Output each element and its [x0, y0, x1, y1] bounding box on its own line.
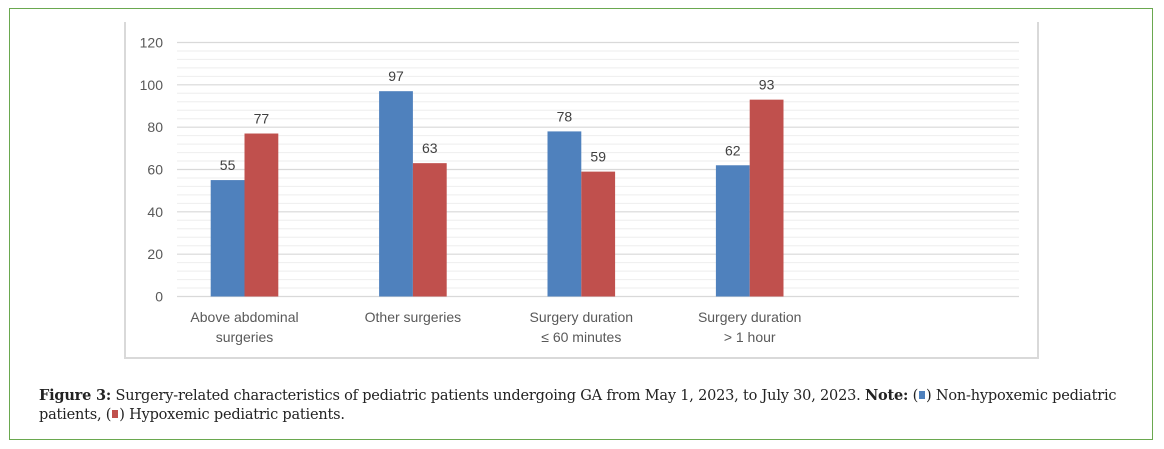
caption-paren: ( [908, 388, 919, 404]
bar-non-hypoxemic [547, 131, 582, 297]
data-label: 62 [725, 142, 741, 158]
bar-hypoxemic [581, 171, 616, 297]
bar-hypoxemic [749, 99, 784, 297]
y-tick-label: 120 [140, 35, 164, 51]
bar-non-hypoxemic [210, 180, 245, 297]
caption-text: Surgery-related characteristics of pedia… [111, 388, 865, 404]
y-tick-label: 60 [147, 162, 163, 178]
y-axis-ticks: 0 20 40 60 80 100 120 [140, 35, 164, 305]
x-tick-label: Surgery duration [530, 309, 634, 325]
bar-hypoxemic [412, 163, 447, 297]
y-tick-label: 0 [155, 289, 163, 305]
chart-frame [124, 22, 1039, 359]
figure-caption: Figure 3: Surgery-related characteristic… [39, 386, 1144, 425]
bar-non-hypoxemic [715, 165, 750, 297]
legend-swatch-hypoxemic [112, 410, 119, 418]
legend-text-hypoxemic: ) Hypoxemic pediatric patients. [119, 407, 345, 423]
data-label: 59 [590, 149, 606, 165]
data-label: 97 [388, 68, 404, 84]
data-labels: 55 77 97 63 78 59 62 93 [220, 68, 775, 173]
data-label: 93 [759, 77, 775, 93]
x-tick-label: Above abdominal [190, 309, 298, 325]
legend-text-non-hypoxemic: ) Non-hypoxemic pediatric patients, ( [39, 388, 1117, 423]
legend-swatch-non-hypoxemic [919, 391, 926, 399]
bars [210, 91, 784, 297]
data-label: 77 [254, 111, 270, 127]
x-tick-label: ≤ 60 minutes [541, 329, 621, 345]
x-tick-label: > 1 hour [724, 329, 776, 345]
figure-label: Figure 3: [39, 387, 112, 404]
note-label: Note: [864, 387, 909, 404]
y-tick-label: 100 [140, 77, 164, 93]
y-tick-label: 20 [147, 246, 163, 262]
figure-container [9, 8, 1153, 440]
bar-hypoxemic [244, 133, 279, 297]
x-tick-label: Other surgeries [365, 309, 461, 325]
x-tick-label: surgeries [216, 329, 274, 345]
x-axis-labels: Above abdominal surgeries Other surgeries S… [190, 309, 801, 345]
y-tick-label: 80 [147, 119, 163, 135]
data-label: 55 [220, 157, 236, 173]
data-label: 63 [422, 140, 438, 156]
bar-non-hypoxemic [379, 91, 413, 297]
data-label: 78 [557, 108, 573, 124]
x-tick-label: Surgery duration [698, 309, 802, 325]
y-tick-label: 40 [147, 204, 163, 220]
